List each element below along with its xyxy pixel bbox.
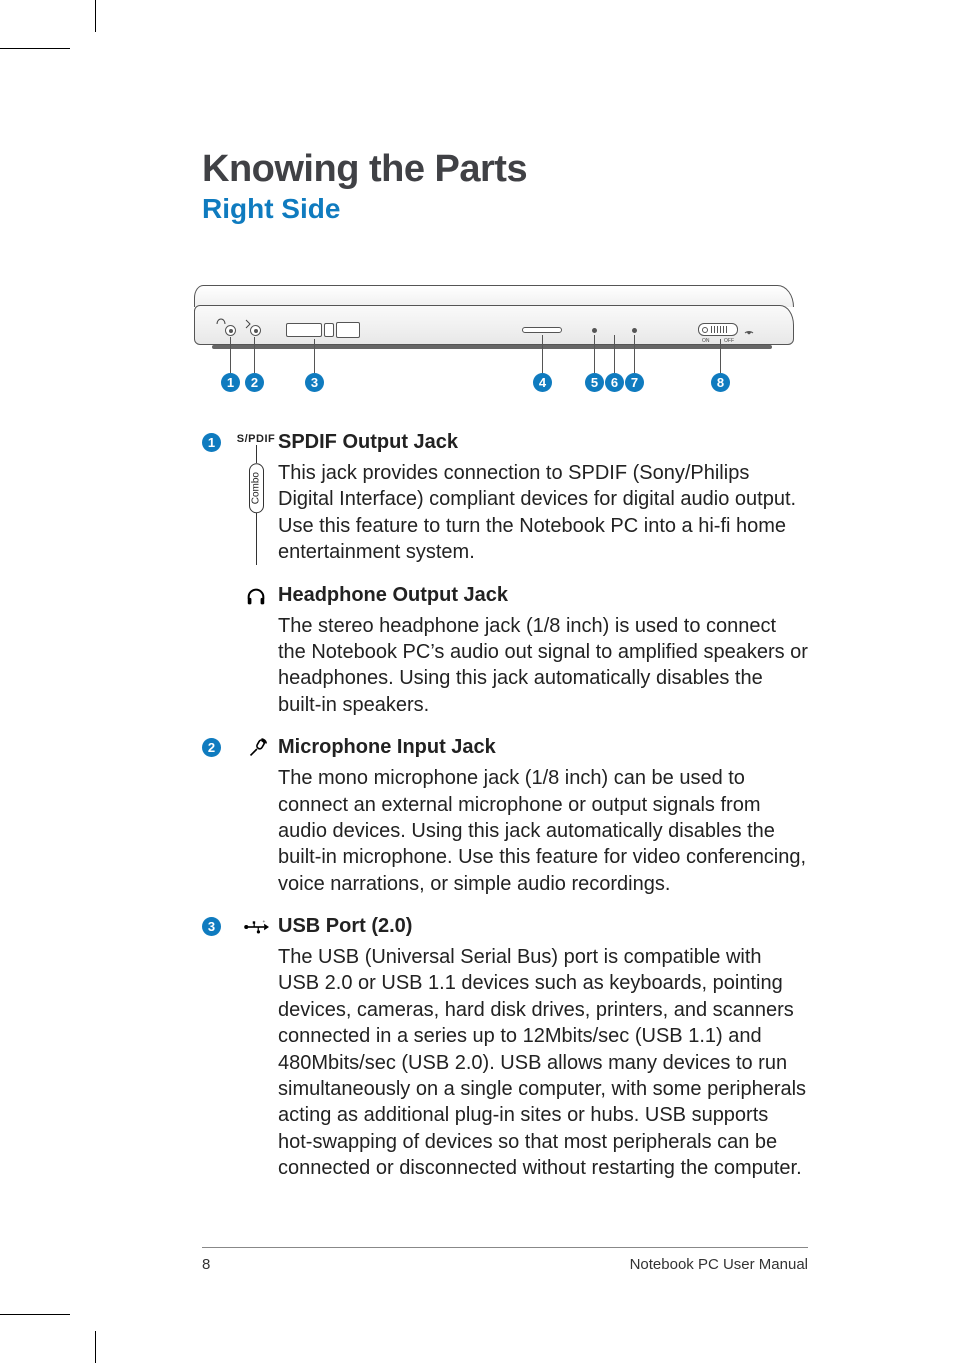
page-number: 8 [202, 1256, 210, 1273]
page: Knowing the Parts Right Side ON OFF [96, 48, 886, 1313]
wireless-icon [742, 322, 756, 341]
indicator-dot [592, 328, 597, 333]
callout-8: 8 [711, 373, 730, 392]
port-slot [324, 323, 334, 337]
callout-line [614, 335, 615, 373]
wireless-switch [698, 323, 738, 336]
callout-3: 3 [305, 373, 324, 392]
laptop-side-figure: ON OFF 1 2 3 4 5 6 7 8 [194, 267, 800, 409]
item-icon-col [234, 736, 278, 911]
item-number-col [202, 584, 234, 733]
usb-icon: + [243, 917, 269, 940]
jack-label-icon [216, 317, 226, 327]
page-title: Knowing the Parts [202, 148, 808, 191]
callout-line [720, 339, 721, 373]
item-body: The USB (Universal Serial Bus) port is c… [278, 944, 808, 1182]
item-title: USB Port (2.0) [278, 915, 808, 938]
spdif-icon: S/PDIF [237, 433, 275, 445]
items-list: 1 S/PDIF Combo SPDIF Output Jack This ja… [202, 431, 808, 1196]
combo-line [256, 513, 257, 565]
callout-2: 2 [245, 373, 264, 392]
combo-pill: Combo [249, 463, 264, 513]
callout-line [314, 339, 315, 373]
item-icon-col: S/PDIF Combo [234, 431, 278, 565]
port-express [522, 327, 562, 333]
port-card [336, 322, 360, 338]
callout-7: 7 [625, 373, 644, 392]
item-text: SPDIF Output Jack This jack provides con… [278, 431, 808, 580]
callout-1: 1 [221, 373, 240, 392]
item-body: This jack provides connection to SPDIF (… [278, 460, 808, 566]
item-number-col: 2 [202, 736, 234, 911]
item-number-col: 1 [202, 431, 234, 580]
crop-mark [0, 48, 70, 49]
combo-line [256, 445, 257, 463]
item-text: Microphone Input Jack The mono microphon… [278, 736, 808, 911]
item-number-3: 3 [202, 917, 221, 936]
item-number-1: 1 [202, 433, 221, 452]
callout-5: 5 [585, 373, 604, 392]
microphone-icon [245, 738, 267, 763]
page-footer: 8 Notebook PC User Manual [202, 1247, 808, 1273]
item-usb: 3 + USB Port (2.0) The USB (Universal Se… [202, 915, 808, 1196]
port-usb [286, 323, 322, 337]
item-body: The stereo headphone jack (1/8 inch) is … [278, 613, 808, 719]
callout-line [230, 337, 231, 373]
page-subtitle: Right Side [202, 193, 808, 225]
callout-line [634, 335, 635, 373]
callout-line [254, 337, 255, 373]
callout-6: 6 [605, 373, 624, 392]
callout-line [542, 335, 543, 373]
item-microphone: 2 Microphone Input Jack The mono microph… [202, 736, 808, 911]
crop-mark [95, 1331, 96, 1363]
svg-text:+: + [263, 920, 266, 925]
item-icon-col: + [234, 915, 278, 1196]
headphones-icon [245, 586, 267, 611]
indicator-dot [632, 328, 637, 333]
callout-4: 4 [533, 373, 552, 392]
item-title: Headphone Output Jack [278, 584, 808, 607]
item-number-2: 2 [202, 738, 221, 757]
crop-mark [95, 0, 96, 32]
item-text: Headphone Output Jack The stereo headpho… [278, 584, 808, 733]
item-spdif: 1 S/PDIF Combo SPDIF Output Jack This ja… [202, 431, 808, 580]
laptop-base [212, 345, 772, 349]
item-number-col: 3 [202, 915, 234, 1196]
item-icon-col [234, 584, 278, 733]
switch-off-label: OFF [724, 338, 734, 344]
laptop-lid [194, 285, 794, 307]
item-title: SPDIF Output Jack [278, 431, 808, 454]
crop-mark [0, 1314, 70, 1315]
port-spdif-jack [225, 325, 236, 336]
switch-on-label: ON [702, 338, 710, 344]
port-mic-jack [250, 325, 261, 336]
item-title: Microphone Input Jack [278, 736, 808, 759]
callout-line [594, 335, 595, 373]
item-headphone: Headphone Output Jack The stereo headpho… [202, 584, 808, 733]
item-text: USB Port (2.0) The USB (Universal Serial… [278, 915, 808, 1196]
doc-title: Notebook PC User Manual [630, 1256, 808, 1273]
item-body: The mono microphone jack (1/8 inch) can … [278, 765, 808, 897]
